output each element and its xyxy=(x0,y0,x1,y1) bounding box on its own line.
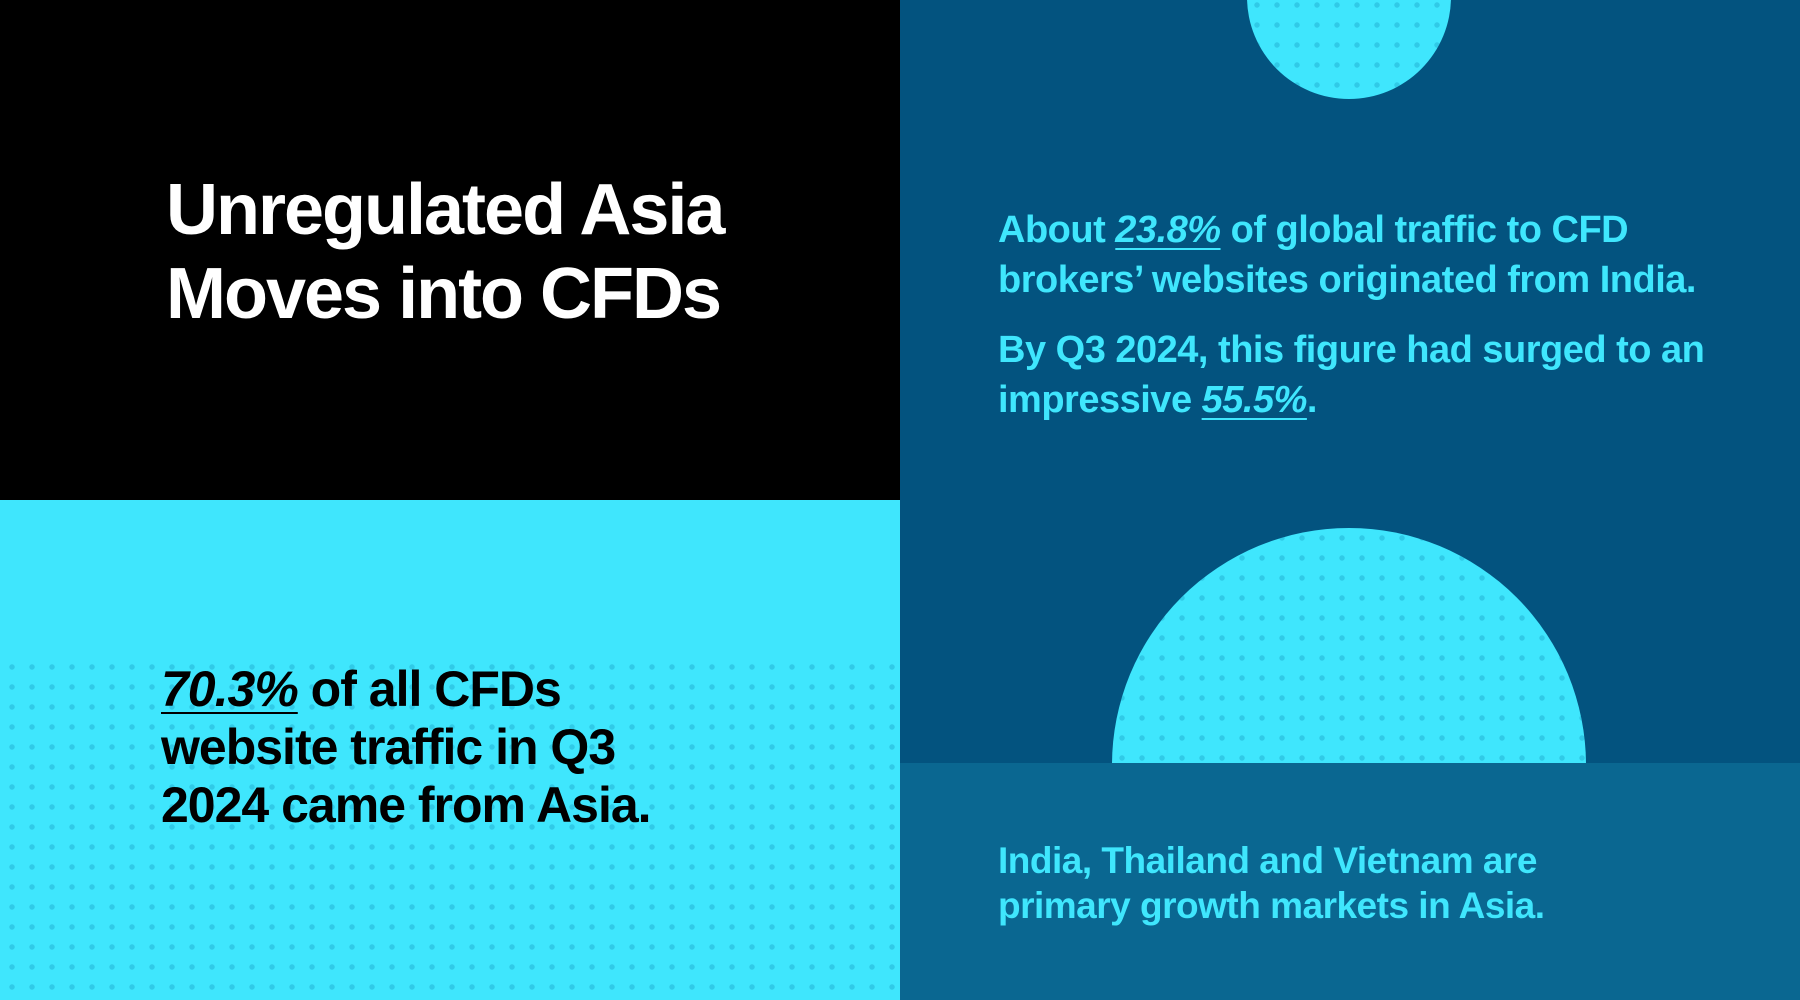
text: About xyxy=(998,209,1116,251)
india-stat-panel: About 23.8% of global traffic to CFD bro… xyxy=(900,0,1800,763)
page-title: Unregulated Asia Moves into CFDs xyxy=(166,168,725,336)
india-stat-paragraph-2: By Q3 2024, this figure had surged to an… xyxy=(998,325,1718,425)
text: . xyxy=(1306,379,1318,421)
title-line-2: Moves into CFDs xyxy=(166,254,722,334)
india-stat-value-1: 23.8% xyxy=(1115,209,1221,251)
india-stat-value-2: 55.5% xyxy=(1201,379,1308,421)
decorative-semicircle xyxy=(1112,528,1586,763)
asia-stat-text: 70.3% of all CFDs website traffic in Q3 … xyxy=(161,660,721,834)
dot-pattern xyxy=(1112,528,1586,763)
asia-stat-panel xyxy=(0,500,900,1000)
decorative-circle xyxy=(1247,0,1451,99)
dot-pattern xyxy=(1247,0,1451,99)
asia-stat-description: of all CFDs website traffic in Q3 2024 c… xyxy=(161,661,652,833)
title-panel: Unregulated Asia Moves into CFDs xyxy=(0,0,900,500)
text: of global traffic to CFD brokers’ websit… xyxy=(998,209,1696,301)
title-line-1: Unregulated Asia xyxy=(166,170,725,250)
markets-text: India, Thailand and Vietnam are primary … xyxy=(998,840,1545,926)
dot-pattern xyxy=(0,655,900,1000)
markets-panel: India, Thailand and Vietnam are primary … xyxy=(900,763,1800,1000)
india-stat-paragraph-1: About 23.8% of global traffic to CFD bro… xyxy=(998,205,1758,305)
text: By Q3 2024, this figure had surged to an… xyxy=(998,329,1705,421)
asia-stat-value: 70.3% xyxy=(161,661,299,717)
